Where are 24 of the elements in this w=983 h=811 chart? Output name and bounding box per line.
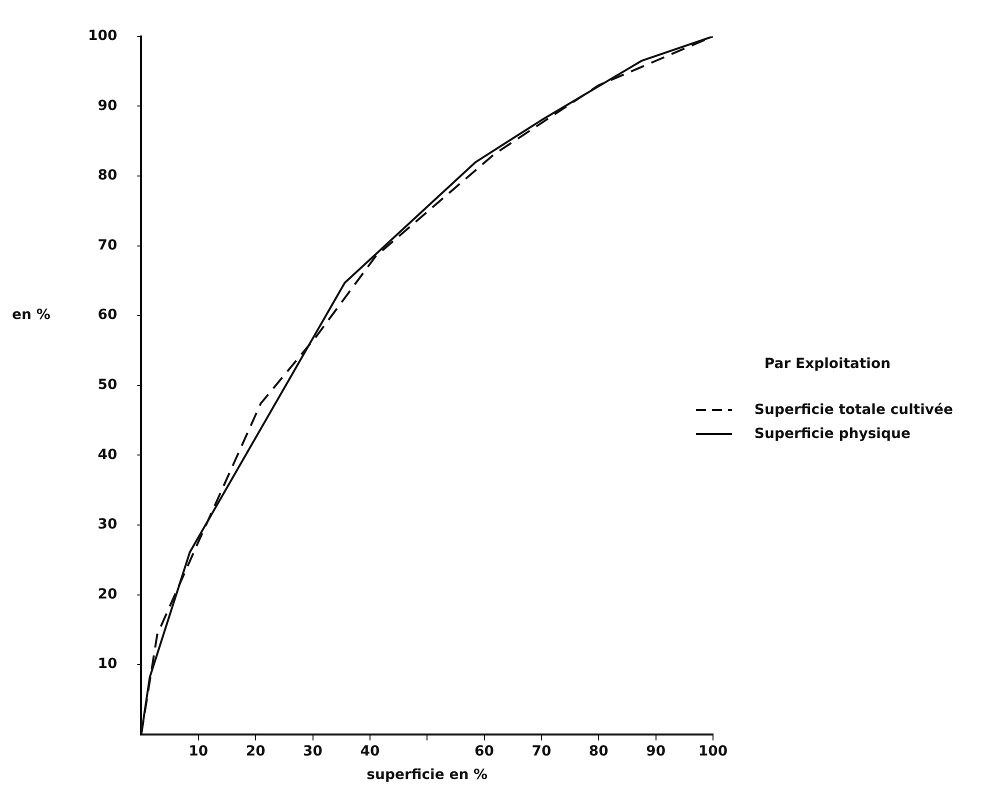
legend-label: Superficie physique: [754, 426, 910, 442]
y-tick-label: 80: [98, 168, 118, 184]
y-axis-title: en %: [12, 307, 50, 324]
x-tick-label: 70: [532, 743, 552, 760]
x-tick-label: 90: [646, 743, 666, 760]
y-tick-label: 30: [98, 516, 118, 533]
y-tick-label: 100: [88, 28, 118, 44]
y-tick-label: 90: [98, 98, 118, 114]
x-tick-label: 60: [474, 743, 494, 760]
legend-label: Superficie totale cultivée: [754, 402, 953, 418]
x-tick-label: 40: [360, 743, 380, 760]
y-tick-label: 70: [98, 237, 118, 254]
x-tick-label: 30: [303, 743, 323, 760]
y-tick-label: 20: [98, 586, 118, 602]
y-tick-label: 10: [98, 656, 118, 672]
y-tick-label: 60: [98, 307, 118, 324]
x-tick-label: 100: [698, 743, 728, 760]
x-tick-label: 20: [246, 743, 266, 760]
x-tick-label: 10: [188, 743, 208, 760]
x-axis-title: superficie en %: [366, 767, 488, 784]
y-tick-label: 40: [98, 446, 118, 463]
legend-title: Par Exploitation: [763, 356, 892, 372]
x-tick-label: 80: [588, 743, 609, 760]
y-tick-label: 50: [98, 377, 118, 394]
